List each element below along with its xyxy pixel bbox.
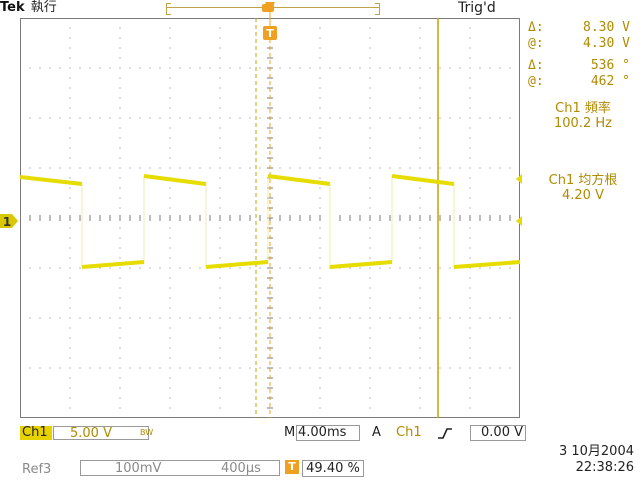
date-display: 3 10月2004 <box>558 444 634 459</box>
brand-logo: Tek <box>0 0 25 15</box>
measurement-label: Ch1 頻率 <box>555 101 611 116</box>
horizontal-scale-box[interactable]: 4.00ms <box>296 425 360 441</box>
cursor-readout-voltage: Δ: 8.30 V @: 4.30 V <box>528 20 630 51</box>
ch1-label[interactable]: Ch1 <box>20 426 52 440</box>
trigger-status: Trig'd <box>458 0 496 16</box>
trigger-level-arrow <box>516 174 522 184</box>
trigger-level-markers <box>516 174 522 226</box>
ground-level-arrow <box>516 216 522 226</box>
trigger-position[interactable]: 49.40 % <box>302 460 364 477</box>
delta-symbol: Δ: <box>528 58 544 73</box>
waveform-display[interactable] <box>20 18 520 418</box>
at-symbol: @: <box>528 74 544 89</box>
measurement-label: Ch1 均方根 <box>548 173 618 188</box>
trigger-mode: A <box>372 425 381 440</box>
channel-1-marker[interactable]: 1 <box>0 212 20 230</box>
ref3-horizontal-scale: 400µs <box>221 461 261 476</box>
horizontal-prefix: M <box>284 425 296 440</box>
bandwidth-limit-indicator: BW <box>140 428 154 437</box>
measurement-frequency[interactable]: Ch1 頻率 100.2 Hz <box>528 101 638 131</box>
measurement-value: 100.2 Hz <box>554 116 612 131</box>
trigger-source[interactable]: Ch1 <box>396 425 422 440</box>
time-display: 22:38:26 <box>575 460 634 475</box>
svg-text:1: 1 <box>3 215 11 229</box>
trigger-level[interactable]: 0.00 V <box>470 425 526 441</box>
cursor-readout-phase: Δ: 536 ° @: 462 ° <box>528 58 630 89</box>
trigger-marker[interactable]: T <box>261 2 279 42</box>
at-symbol: @: <box>528 36 544 51</box>
measurement-value: 4.20 V <box>562 188 604 203</box>
ref3-label[interactable]: Ref3 <box>22 462 52 477</box>
ref3-vertical-scale: 100mV <box>115 461 162 476</box>
ref3-scale-box[interactable]: 100mV 400µs <box>80 460 280 476</box>
measurement-rms[interactable]: Ch1 均方根 4.20 V <box>528 173 638 203</box>
trigger-position-icon: T <box>285 460 299 474</box>
run-state: 執行 <box>30 0 57 15</box>
waveform-edges <box>81 176 455 267</box>
ch1-vertical-scale[interactable]: 5.00 V <box>53 426 149 441</box>
rising-edge-icon <box>438 428 452 439</box>
svg-text:T: T <box>266 27 274 40</box>
delta-symbol: Δ: <box>528 20 544 35</box>
horizontal-scale: 4.00ms <box>298 425 347 440</box>
app-title: Tek 執行 <box>0 0 57 16</box>
ch1-waveform <box>20 174 520 269</box>
